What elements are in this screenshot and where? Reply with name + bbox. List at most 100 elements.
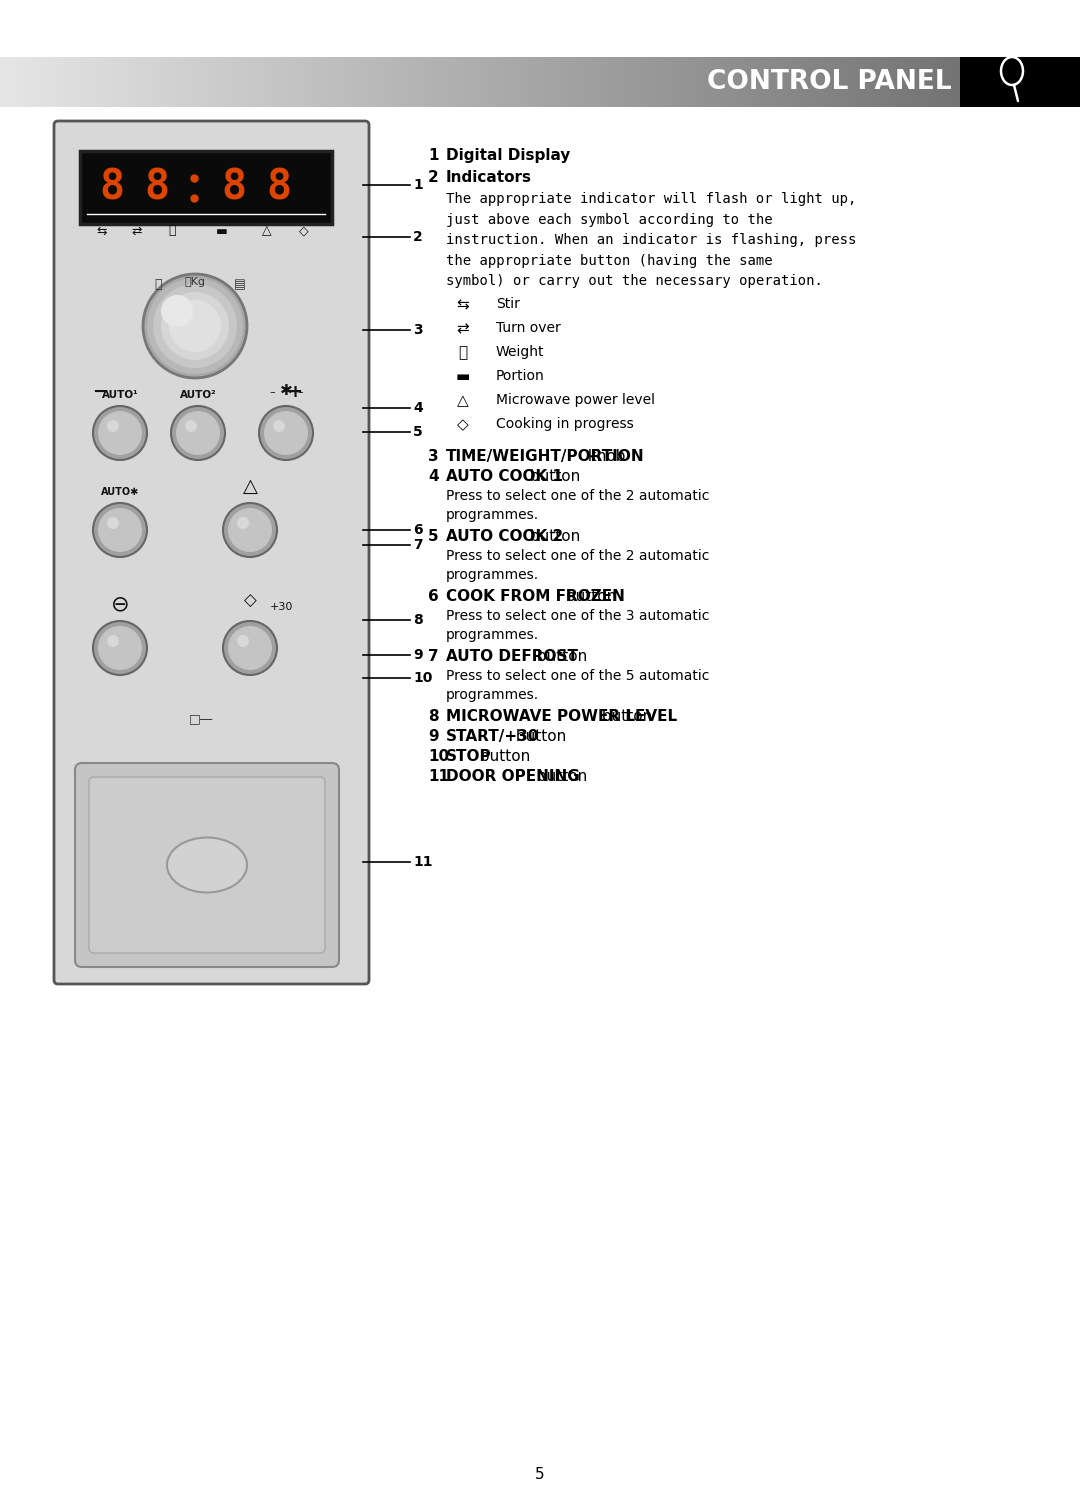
Bar: [551, 57, 555, 107]
Bar: [461, 57, 465, 107]
Bar: [134, 57, 138, 107]
Bar: [665, 57, 670, 107]
Bar: [336, 57, 340, 107]
Bar: [320, 57, 324, 107]
Bar: [400, 57, 404, 107]
Bar: [451, 57, 456, 107]
Circle shape: [264, 411, 308, 455]
Text: AUTO¹: AUTO¹: [102, 390, 138, 399]
Bar: [339, 57, 343, 107]
Bar: [388, 57, 391, 107]
Text: 8: 8: [99, 166, 124, 208]
Bar: [618, 57, 622, 107]
Bar: [349, 57, 353, 107]
Bar: [531, 57, 536, 107]
Circle shape: [107, 420, 119, 433]
Bar: [640, 57, 644, 107]
Text: 5: 5: [536, 1466, 544, 1481]
Bar: [851, 57, 855, 107]
Circle shape: [228, 625, 272, 671]
Bar: [298, 57, 301, 107]
Bar: [390, 57, 394, 107]
Circle shape: [176, 411, 220, 455]
Bar: [70, 57, 75, 107]
Bar: [313, 57, 318, 107]
Text: button: button: [562, 589, 617, 604]
Bar: [908, 57, 913, 107]
Bar: [714, 57, 718, 107]
Circle shape: [168, 300, 221, 353]
Bar: [96, 57, 100, 107]
Bar: [160, 57, 164, 107]
Bar: [647, 57, 650, 107]
Bar: [880, 57, 885, 107]
Text: button: button: [597, 708, 652, 723]
Bar: [292, 57, 296, 107]
Bar: [220, 57, 225, 107]
Bar: [166, 57, 171, 107]
Bar: [525, 57, 529, 107]
Bar: [464, 57, 469, 107]
Text: 6: 6: [428, 589, 438, 604]
Bar: [39, 57, 42, 107]
Bar: [230, 57, 234, 107]
Bar: [874, 57, 878, 107]
Bar: [928, 57, 932, 107]
Circle shape: [93, 621, 147, 675]
Bar: [419, 57, 423, 107]
Bar: [73, 57, 78, 107]
Text: knob: knob: [583, 449, 625, 464]
Bar: [605, 57, 609, 107]
Bar: [937, 57, 942, 107]
Bar: [189, 57, 193, 107]
Text: 2: 2: [413, 231, 422, 244]
Text: CONTROL PANEL: CONTROL PANEL: [707, 69, 951, 95]
Bar: [906, 57, 909, 107]
Bar: [548, 57, 552, 107]
Bar: [825, 57, 829, 107]
Bar: [864, 57, 868, 107]
Bar: [752, 57, 756, 107]
Bar: [480, 57, 484, 107]
Bar: [761, 57, 766, 107]
Bar: [598, 57, 603, 107]
Bar: [848, 57, 852, 107]
Circle shape: [98, 411, 141, 455]
Bar: [352, 57, 356, 107]
Bar: [249, 57, 254, 107]
Bar: [403, 57, 407, 107]
Text: △: △: [457, 393, 469, 408]
Bar: [448, 57, 453, 107]
Bar: [227, 57, 231, 107]
Bar: [592, 57, 596, 107]
Bar: [438, 57, 443, 107]
Bar: [739, 57, 743, 107]
Bar: [272, 57, 276, 107]
Text: 4: 4: [413, 401, 422, 414]
Bar: [60, 57, 65, 107]
Bar: [346, 57, 350, 107]
Bar: [455, 57, 459, 107]
Text: Stir: Stir: [496, 297, 519, 310]
Text: MICROWAVE POWER LEVEL: MICROWAVE POWER LEVEL: [446, 708, 677, 723]
Bar: [941, 57, 945, 107]
Circle shape: [237, 634, 249, 647]
Text: ㏐: ㏐: [168, 225, 176, 238]
Text: 6: 6: [413, 523, 422, 536]
Bar: [48, 57, 52, 107]
Text: STOP: STOP: [446, 749, 491, 764]
Text: 8: 8: [221, 166, 246, 208]
Bar: [585, 57, 590, 107]
Bar: [77, 57, 81, 107]
Bar: [554, 57, 557, 107]
Bar: [816, 57, 820, 107]
Bar: [476, 57, 481, 107]
Bar: [820, 57, 823, 107]
Bar: [685, 57, 689, 107]
Bar: [896, 57, 901, 107]
Text: Press to select one of the 3 automatic
programmes.: Press to select one of the 3 automatic p…: [446, 609, 710, 642]
Bar: [217, 57, 221, 107]
Bar: [576, 57, 580, 107]
Text: AUTO COOK 2: AUTO COOK 2: [446, 529, 564, 544]
Bar: [83, 57, 87, 107]
